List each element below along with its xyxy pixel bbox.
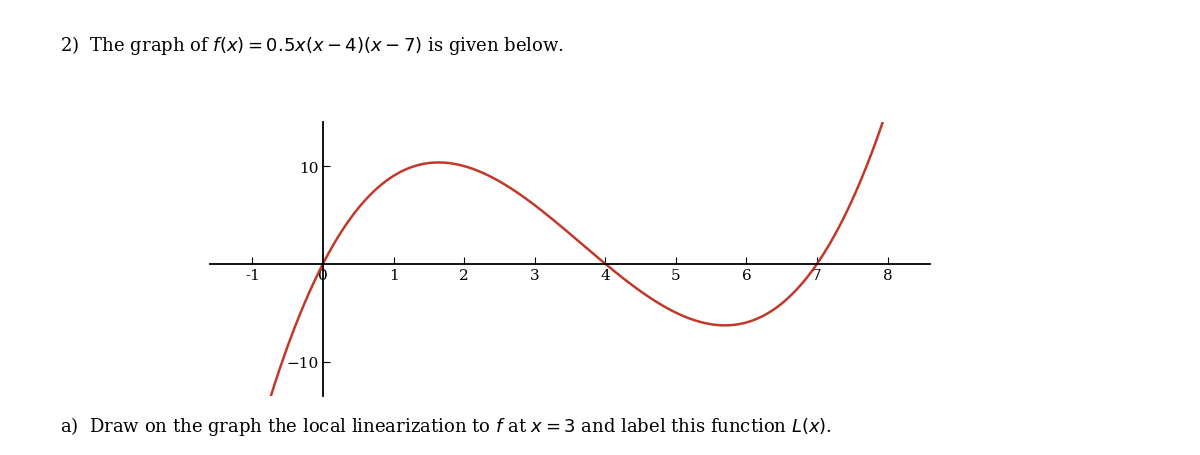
Text: 2)  The graph of $f(x) = 0.5x(x - 4)(x - 7)$ is given below.: 2) The graph of $f(x) = 0.5x(x - 4)(x - … xyxy=(60,34,564,57)
Text: a)  Draw on the graph the local linearization to $f$ at $x = 3$ and label this f: a) Draw on the graph the local lineariza… xyxy=(60,414,832,437)
